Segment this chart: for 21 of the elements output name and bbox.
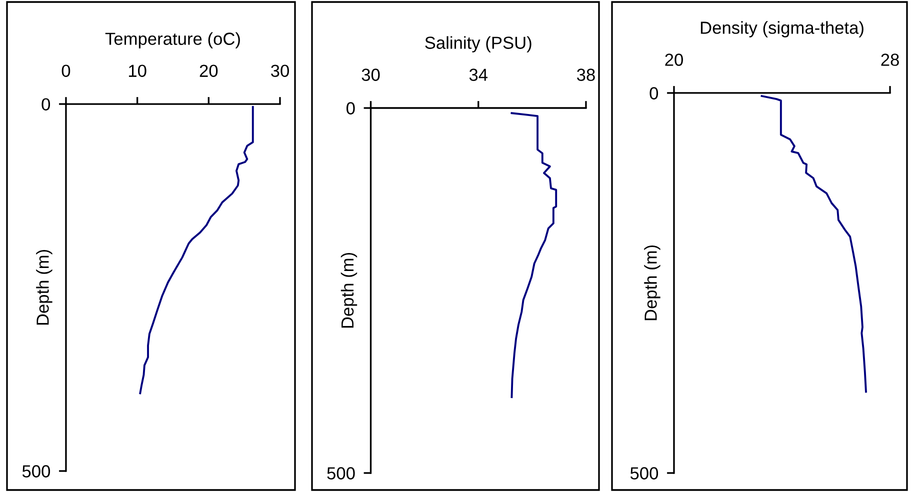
x-axis-title: Salinity (PSU) bbox=[425, 36, 532, 52]
x-tick-label: 20 bbox=[200, 64, 218, 77]
x-tick-label: 34 bbox=[469, 68, 488, 81]
y-tick-label: 500 bbox=[327, 467, 355, 480]
line-series bbox=[510, 112, 558, 398]
x-tick-label: 20 bbox=[665, 54, 683, 66]
x-tick-label: 28 bbox=[881, 54, 899, 66]
x-tick-label: 30 bbox=[270, 64, 289, 77]
y-axis-title: Depth (m) bbox=[644, 245, 660, 320]
line-series bbox=[139, 106, 254, 394]
y-axis-title: Depth (m) bbox=[36, 250, 52, 325]
x-tick-label: 0 bbox=[62, 64, 70, 77]
y-tick-label: 500 bbox=[22, 465, 50, 478]
x-axis-title: Temperature (oC) bbox=[105, 32, 240, 48]
line-series bbox=[760, 95, 867, 393]
y-tick-label: 500 bbox=[630, 467, 658, 480]
x-axis-title: Density (sigma-theta) bbox=[700, 21, 864, 38]
x-tick-label: 38 bbox=[576, 68, 595, 81]
y-axis-title: Depth (m) bbox=[340, 252, 358, 328]
x-tick-label: 10 bbox=[128, 64, 146, 77]
x-tick-label: 30 bbox=[362, 68, 380, 81]
